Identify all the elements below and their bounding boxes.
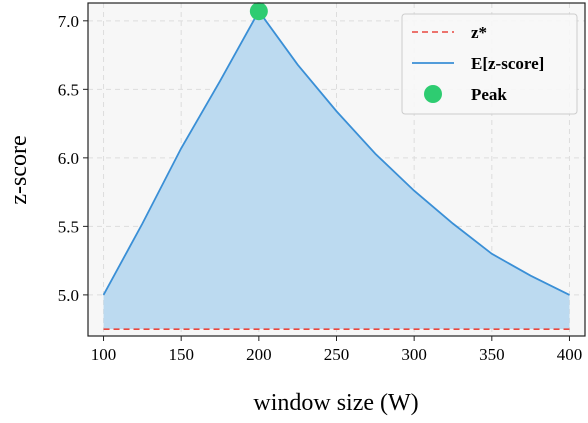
legend-peak-label: Peak (471, 85, 507, 104)
area-fill (103, 11, 570, 330)
y-ticks: 5.0 5.5 6.0 6.5 7.0 (58, 12, 88, 305)
x-tick-label: 200 (246, 345, 272, 364)
expected-z-score-line (102, 9, 570, 296)
x-axis-label: window size (W) (253, 390, 418, 416)
legend-z-star-label: z* (471, 23, 487, 42)
x-ticks: 100 150 200 250 300 350 400 (91, 336, 582, 364)
markers (249, 2, 268, 21)
y-tick-label: 7.0 (58, 12, 79, 31)
x-tick-label: 400 (557, 345, 583, 364)
y-axis-label: z-score (6, 135, 32, 204)
legend: z* E[z-score] Peak (401, 13, 578, 115)
x-tick-label: 300 (401, 345, 427, 364)
legend-box (401, 13, 578, 115)
x-tick-label: 100 (91, 345, 117, 364)
peak-marker (249, 2, 268, 21)
y-tick-label: 6.5 (58, 80, 79, 99)
legend-peak-swatch (424, 85, 442, 103)
y-tick-label: 6.0 (58, 149, 79, 168)
legend-expected-label: E[z-score] (471, 54, 544, 73)
x-tick-label: 350 (479, 345, 505, 364)
y-tick-label: 5.5 (58, 217, 79, 236)
y-tick-label: 5.0 (58, 286, 79, 305)
x-tick-label: 250 (324, 345, 350, 364)
x-tick-label: 150 (168, 345, 194, 364)
